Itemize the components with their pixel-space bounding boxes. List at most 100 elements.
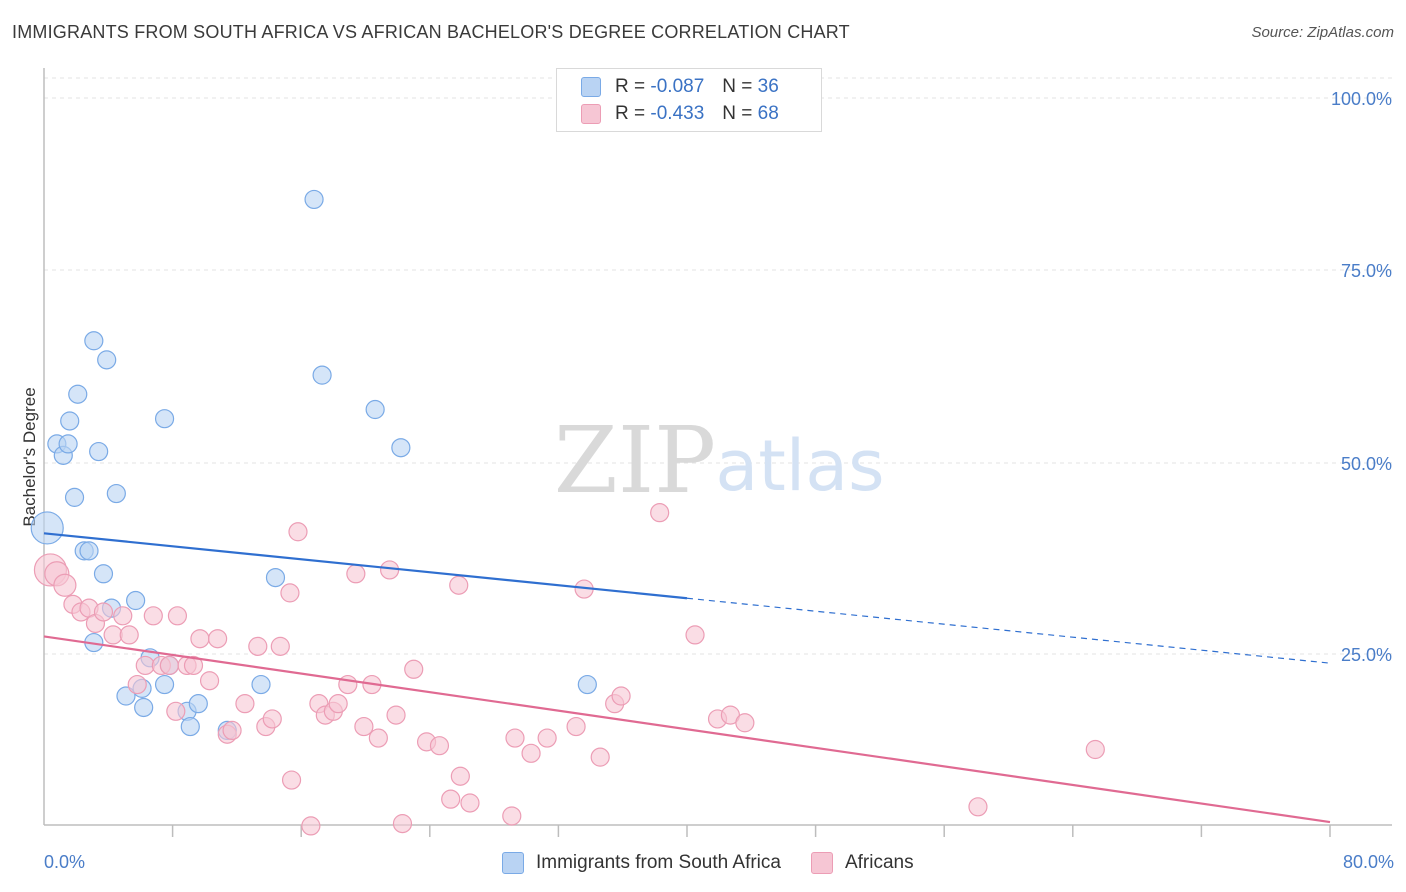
point-africans — [735, 713, 755, 733]
point-africans — [280, 583, 300, 603]
legend-n-label: N = — [722, 76, 753, 97]
legend-r-label: R = — [615, 76, 646, 97]
legend-label: Africans — [844, 852, 914, 873]
point-south-africa — [251, 674, 271, 695]
point-africans — [392, 814, 413, 834]
trend-line-south-africa — [43, 532, 688, 600]
point-africans — [166, 701, 186, 721]
legend-label: Immigrants from South Africa — [536, 852, 781, 873]
point-south-africa — [391, 438, 411, 458]
legend-n-value: 36 — [757, 76, 779, 97]
point-south-africa — [304, 189, 324, 210]
point-africans — [429, 736, 450, 756]
point-south-africa — [89, 441, 109, 462]
point-south-africa — [188, 694, 208, 714]
point-south-africa — [577, 674, 597, 695]
data-points — [30, 189, 1105, 836]
point-south-africa — [154, 409, 175, 429]
point-africans — [199, 671, 220, 691]
point-africans — [505, 728, 525, 748]
point-africans — [208, 629, 228, 649]
watermark-atlas: atlas — [715, 425, 884, 507]
point-africans — [611, 686, 631, 706]
legend-r-value: -0.087 — [650, 76, 705, 97]
point-africans — [328, 694, 348, 714]
point-africans — [183, 655, 204, 676]
point-south-africa — [97, 350, 117, 370]
point-africans — [380, 560, 400, 580]
point-africans — [135, 655, 155, 676]
point-africans — [386, 705, 406, 725]
legend-swatch-blue — [581, 77, 601, 97]
point-africans — [93, 602, 114, 622]
legend-r-value: -0.433 — [650, 103, 705, 124]
series-legend: Immigrants from South Africa Africans — [502, 852, 944, 874]
point-africans — [270, 636, 290, 656]
legend-item-south-africa: Immigrants from South Africa — [502, 852, 781, 874]
point-africans — [159, 655, 179, 676]
legend-swatch-pink — [581, 104, 601, 124]
point-south-africa — [64, 487, 85, 507]
legend-swatch-pink — [810, 852, 833, 874]
point-africans — [248, 636, 268, 656]
point-africans — [53, 573, 77, 597]
y-tick-label: 100.0% — [1331, 89, 1392, 109]
point-africans — [301, 816, 321, 836]
legend-n-value: 68 — [757, 103, 779, 124]
point-south-africa — [60, 411, 80, 431]
y-tick-label: 75.0% — [1341, 261, 1392, 281]
point-africans — [346, 564, 366, 584]
point-africans — [119, 625, 139, 645]
point-africans — [566, 716, 586, 737]
point-south-africa — [68, 384, 88, 404]
legend-item-africans: Africans — [810, 852, 914, 874]
y-tick-label: 50.0% — [1341, 454, 1392, 474]
point-south-africa — [116, 686, 136, 706]
point-south-africa — [312, 365, 332, 385]
watermark-zip: ZIP — [554, 407, 716, 514]
axes — [43, 68, 1392, 837]
point-africans — [167, 606, 188, 626]
legend-row-africans: R = -0.433 N = 68 — [581, 101, 779, 127]
point-south-africa — [79, 541, 99, 561]
point-africans — [460, 793, 480, 813]
point-africans — [650, 503, 670, 523]
point-africans — [338, 674, 358, 695]
point-south-africa — [154, 674, 175, 695]
legend-swatch-blue — [502, 852, 524, 874]
legend-r-label: R = — [615, 103, 646, 124]
point-africans — [127, 674, 147, 695]
point-africans — [537, 728, 557, 748]
x-tick-min: 0.0% — [44, 852, 86, 872]
point-africans — [968, 797, 988, 817]
chart-source: Source: ZipAtlas.com — [1251, 24, 1394, 41]
legend-row-south-africa: R = -0.087 N = 36 — [581, 74, 779, 100]
trend-line-africans — [43, 635, 1331, 824]
point-south-africa — [126, 590, 146, 611]
point-south-africa — [365, 399, 385, 420]
point-south-africa — [30, 511, 64, 545]
point-africans — [449, 575, 469, 595]
y-tick-label: 25.0% — [1341, 645, 1392, 665]
point-africans — [502, 806, 522, 826]
point-south-africa — [106, 483, 126, 504]
x-tick-max: 80.0% — [1342, 852, 1394, 872]
trend-lines — [43, 532, 1331, 824]
point-south-africa — [134, 697, 154, 718]
point-africans — [450, 766, 470, 786]
point-africans — [368, 728, 388, 748]
point-south-africa — [180, 716, 200, 737]
point-africans — [262, 709, 282, 729]
y-tick-labels: 100.0% 75.0% 50.0% 25.0% — [1331, 89, 1392, 665]
point-africans — [354, 716, 374, 737]
point-africans — [113, 606, 133, 626]
gridlines — [44, 77, 1392, 655]
legend-n-label: N = — [722, 103, 753, 124]
point-africans — [1085, 739, 1105, 760]
correlation-legend: R = -0.087 N = 36 R = -0.433 N = 68 — [556, 68, 822, 132]
point-africans — [685, 625, 705, 645]
point-south-africa — [58, 434, 78, 454]
point-africans — [521, 743, 541, 763]
point-africans — [590, 747, 610, 767]
